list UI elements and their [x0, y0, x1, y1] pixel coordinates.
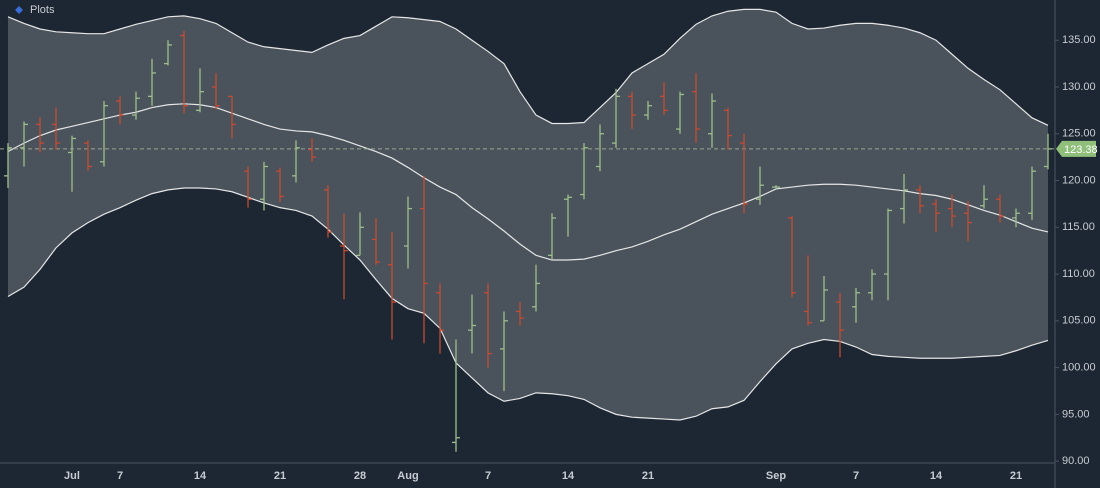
x-tick-label: 28 [354, 470, 366, 482]
current-price-tag [1056, 140, 1096, 157]
y-tick-label: 120.00 [1062, 174, 1096, 186]
x-tick-label: 7 [485, 470, 491, 482]
y-tick-label: 90.00 [1062, 455, 1090, 467]
y-tick-label: 105.00 [1062, 315, 1096, 327]
y-tick-label: 125.00 [1062, 128, 1096, 140]
x-tick-label: 14 [194, 470, 207, 482]
y-tick-label: 110.00 [1062, 268, 1095, 280]
x-tick-label: 14 [562, 470, 575, 482]
x-tick-label: Sep [766, 470, 786, 482]
x-tick-label: 21 [1010, 470, 1022, 482]
legend-icon [15, 6, 23, 14]
band-upper [7, 8, 1049, 126]
plot-area [0, 8, 1055, 452]
band-middle [7, 103, 1049, 261]
band-fill [8, 9, 1048, 420]
x-tick-label: Jul [64, 470, 80, 482]
x-tick-label: 21 [274, 470, 286, 482]
x-tick-label: 7 [117, 470, 123, 482]
band-lower [7, 187, 1049, 421]
x-tick-label: Aug [397, 470, 418, 482]
legend-label: Plots [30, 4, 55, 16]
y-tick-label: 135.00 [1062, 34, 1096, 46]
y-tick-label: 100.00 [1062, 362, 1096, 374]
current-price-label: 123.38 [1064, 144, 1098, 156]
y-tick-label: 95.00 [1062, 408, 1090, 420]
x-tick-label: 7 [853, 470, 859, 482]
x-tick-label: 21 [642, 470, 654, 482]
y-tick-label: 130.00 [1062, 81, 1096, 93]
y-tick-label: 115.00 [1062, 221, 1095, 233]
x-tick-label: 14 [930, 470, 943, 482]
